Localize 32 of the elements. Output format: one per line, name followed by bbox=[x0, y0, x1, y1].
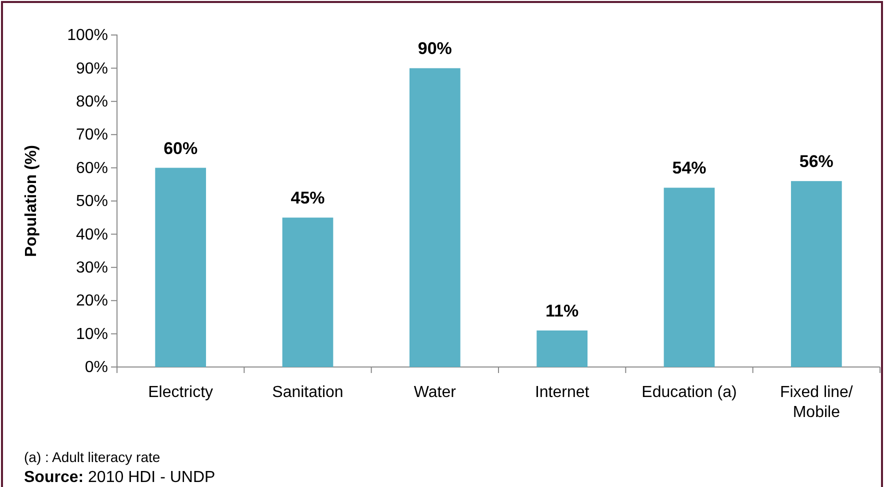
y-tick-label: 100% bbox=[67, 27, 108, 44]
data-label: 54% bbox=[672, 158, 706, 178]
y-tick-label: 10% bbox=[76, 326, 108, 343]
y-tick-label: 80% bbox=[76, 94, 108, 111]
x-tick-label: Sanitation bbox=[272, 384, 344, 401]
y-tick-label: 60% bbox=[76, 160, 108, 177]
data-label: 60% bbox=[164, 138, 198, 158]
bar bbox=[664, 188, 715, 367]
y-tick-label: 50% bbox=[76, 193, 108, 210]
bar bbox=[536, 330, 588, 367]
y-tick-label: 40% bbox=[76, 226, 108, 244]
x-tick-label: Fixed line/ Mobile bbox=[780, 384, 854, 421]
y-tick-label: 20% bbox=[76, 292, 108, 310]
bar bbox=[409, 68, 460, 367]
y-axis-title: Population (%) bbox=[23, 145, 40, 257]
data-label: 11% bbox=[546, 301, 579, 320]
y-tick-label: 90% bbox=[76, 60, 108, 78]
bar bbox=[790, 181, 842, 367]
y-tick-label: 0% bbox=[84, 359, 108, 376]
text: (a) : Adult literacy rate bbox=[24, 449, 160, 465]
y-tick-label: 30% bbox=[76, 260, 108, 277]
source-note: Source: 2010 HDI - UNDP bbox=[24, 469, 216, 486]
data-label: 45% bbox=[290, 188, 325, 208]
bar bbox=[282, 218, 334, 367]
data-label: 90% bbox=[418, 39, 452, 58]
bar bbox=[155, 168, 206, 367]
y-tick-label: 70% bbox=[76, 126, 108, 144]
x-tick-label: Electricty bbox=[148, 384, 214, 401]
x-tick-label: Education (a) bbox=[642, 384, 737, 401]
data-label: 56% bbox=[799, 152, 834, 172]
x-tick-label: Water bbox=[414, 384, 457, 401]
x-tick-label: Internet bbox=[534, 384, 590, 401]
